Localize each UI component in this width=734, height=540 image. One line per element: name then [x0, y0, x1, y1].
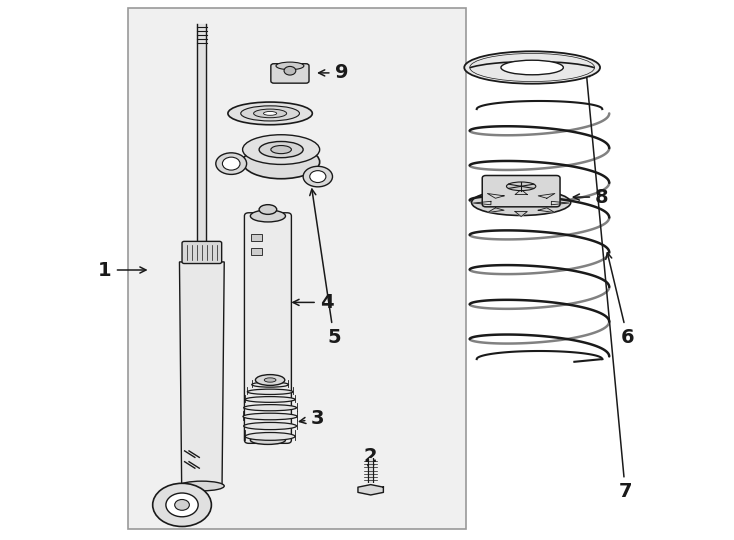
Circle shape — [175, 500, 189, 510]
Ellipse shape — [506, 182, 536, 191]
Polygon shape — [551, 201, 569, 205]
Ellipse shape — [259, 205, 277, 214]
Ellipse shape — [242, 145, 320, 179]
Circle shape — [284, 66, 296, 75]
Ellipse shape — [303, 166, 333, 187]
Polygon shape — [515, 212, 527, 217]
Polygon shape — [538, 208, 555, 213]
Ellipse shape — [244, 404, 297, 411]
Ellipse shape — [250, 210, 286, 222]
Polygon shape — [358, 484, 383, 495]
Polygon shape — [538, 193, 555, 198]
FancyBboxPatch shape — [128, 8, 466, 529]
Ellipse shape — [241, 106, 299, 121]
Ellipse shape — [243, 413, 297, 420]
Text: 3: 3 — [299, 409, 324, 428]
Ellipse shape — [216, 153, 247, 174]
Ellipse shape — [254, 109, 286, 118]
Ellipse shape — [245, 396, 295, 402]
Ellipse shape — [264, 378, 276, 382]
Polygon shape — [487, 208, 504, 213]
Ellipse shape — [247, 389, 293, 394]
Text: 7: 7 — [584, 71, 632, 502]
Ellipse shape — [464, 51, 600, 84]
Bar — [251, 248, 263, 255]
Ellipse shape — [276, 62, 304, 70]
Circle shape — [153, 483, 211, 526]
Circle shape — [166, 493, 198, 517]
Circle shape — [310, 171, 326, 183]
Ellipse shape — [501, 60, 564, 75]
FancyBboxPatch shape — [482, 176, 560, 207]
Text: 8: 8 — [573, 187, 608, 207]
Polygon shape — [487, 193, 504, 198]
Ellipse shape — [471, 190, 570, 215]
Text: 4: 4 — [293, 293, 333, 312]
Polygon shape — [180, 262, 225, 486]
Ellipse shape — [252, 382, 288, 387]
Circle shape — [222, 157, 240, 170]
Text: 2: 2 — [364, 447, 377, 471]
FancyBboxPatch shape — [182, 241, 222, 264]
Text: 6: 6 — [606, 253, 634, 347]
Ellipse shape — [271, 146, 291, 154]
Ellipse shape — [228, 102, 313, 125]
Text: 5: 5 — [310, 189, 341, 347]
FancyBboxPatch shape — [271, 64, 309, 83]
Ellipse shape — [264, 111, 277, 115]
Ellipse shape — [245, 433, 295, 440]
Polygon shape — [515, 190, 527, 194]
Ellipse shape — [242, 135, 320, 165]
Ellipse shape — [259, 141, 303, 158]
Ellipse shape — [244, 422, 297, 430]
Text: 1: 1 — [98, 260, 146, 280]
Bar — [251, 234, 263, 241]
Ellipse shape — [255, 375, 285, 386]
Ellipse shape — [250, 436, 286, 444]
Ellipse shape — [180, 481, 225, 491]
FancyBboxPatch shape — [244, 213, 291, 443]
Text: 9: 9 — [319, 63, 348, 83]
Polygon shape — [473, 201, 491, 205]
